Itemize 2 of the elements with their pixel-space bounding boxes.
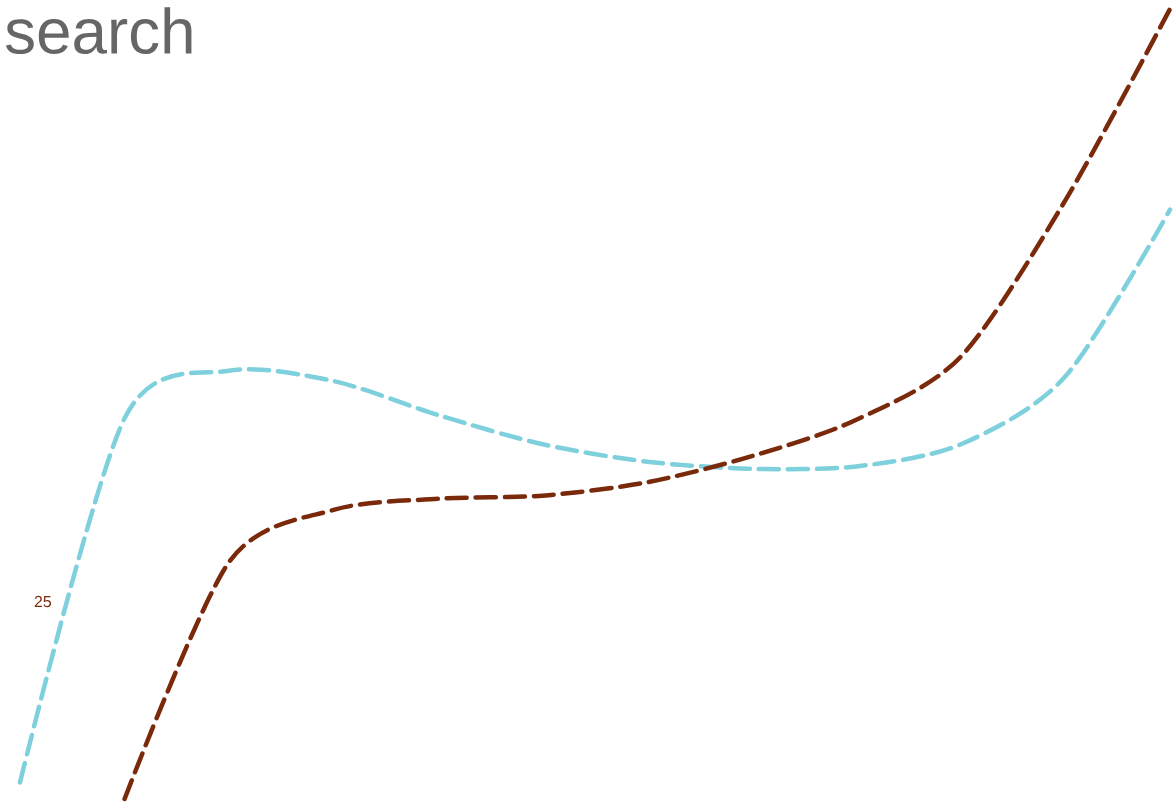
annotation: 25 — [34, 595, 52, 608]
chart-title: search — [5, 7, 192, 55]
